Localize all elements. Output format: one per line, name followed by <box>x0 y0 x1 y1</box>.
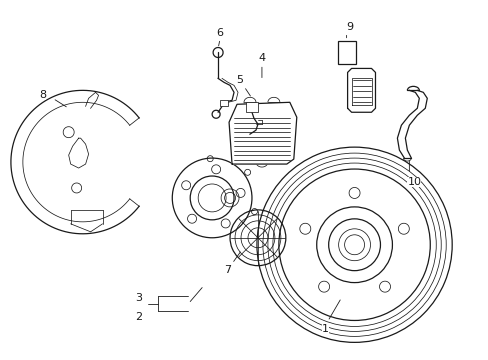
Text: 10: 10 <box>407 177 421 187</box>
Text: 8: 8 <box>39 90 46 100</box>
Text: 1: 1 <box>322 324 328 334</box>
Bar <box>245 102 258 112</box>
Text: 3: 3 <box>135 293 142 302</box>
Text: 7: 7 <box>224 265 231 275</box>
Bar <box>337 41 355 64</box>
Text: 4: 4 <box>258 54 265 63</box>
Polygon shape <box>228 102 296 164</box>
Bar <box>220 100 227 106</box>
Polygon shape <box>347 68 375 112</box>
Text: 2: 2 <box>135 312 142 323</box>
Text: 5: 5 <box>236 75 243 85</box>
Text: 6: 6 <box>216 28 223 37</box>
Text: 9: 9 <box>346 22 352 32</box>
